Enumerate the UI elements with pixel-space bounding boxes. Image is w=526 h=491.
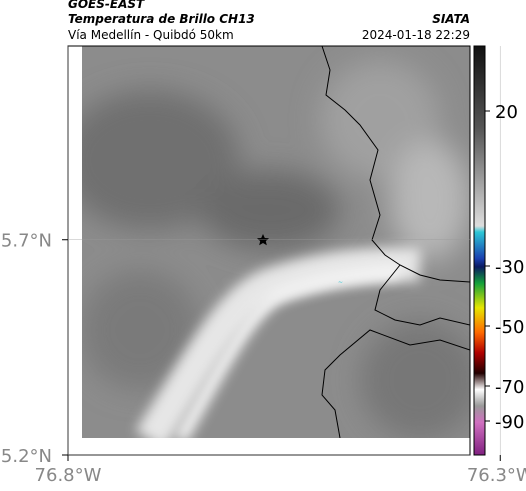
title: Temperatura de Brillo CH13 [68,12,255,26]
colorbar-tick-label: -90 [495,412,524,433]
x-tick-label: 76.8°W [35,465,102,486]
source: GOES-EAST [68,0,145,11]
subtitle: Vía Medellín - Quibdó 50km [68,28,234,42]
agency: SIATA [432,12,470,26]
colorbar-tick-label: -70 [495,377,524,398]
y-tick-label: 5.7°N [1,231,52,252]
y-tick-label: 5.2°N [1,446,52,467]
colorbar [473,45,486,456]
satellite-image: ~ [82,46,470,438]
colorbar-tick-label: -30 [495,257,524,278]
timestamp: 2024-01-18 22:29 [362,28,470,42]
colorbar-tick-label: 20 [495,102,518,123]
colorbar-tick-label: -50 [495,317,524,338]
x-tick-label: 76.3°W [467,465,526,486]
svg-text:~: ~ [338,279,343,286]
